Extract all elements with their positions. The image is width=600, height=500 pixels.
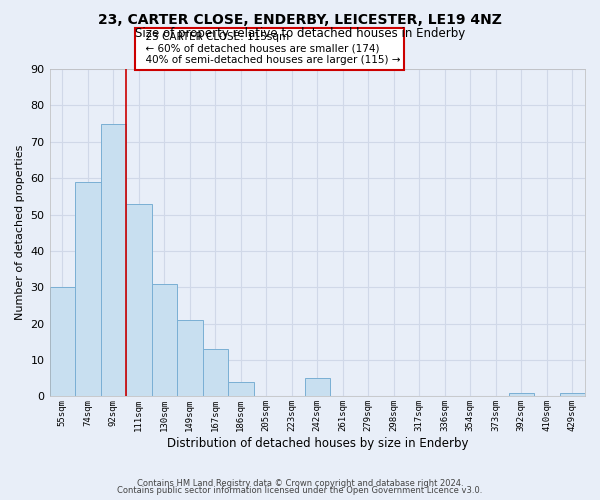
- Bar: [177, 320, 203, 396]
- Text: 23, CARTER CLOSE, ENDERBY, LEICESTER, LE19 4NZ: 23, CARTER CLOSE, ENDERBY, LEICESTER, LE…: [98, 12, 502, 26]
- Bar: [126, 204, 152, 396]
- Text: Contains HM Land Registry data © Crown copyright and database right 2024.: Contains HM Land Registry data © Crown c…: [137, 478, 463, 488]
- Text: 23 CARTER CLOSE: 115sqm
  ← 60% of detached houses are smaller (174)
  40% of se: 23 CARTER CLOSE: 115sqm ← 60% of detache…: [139, 32, 400, 66]
- Bar: [560, 393, 585, 396]
- Bar: [305, 378, 330, 396]
- Bar: [101, 124, 126, 396]
- Y-axis label: Number of detached properties: Number of detached properties: [15, 145, 25, 320]
- X-axis label: Distribution of detached houses by size in Enderby: Distribution of detached houses by size …: [167, 437, 468, 450]
- Text: Contains public sector information licensed under the Open Government Licence v3: Contains public sector information licen…: [118, 486, 482, 495]
- Bar: [203, 349, 228, 397]
- Text: Size of property relative to detached houses in Enderby: Size of property relative to detached ho…: [135, 28, 465, 40]
- Bar: [75, 182, 101, 396]
- Bar: [152, 284, 177, 397]
- Bar: [50, 288, 75, 397]
- Bar: [228, 382, 254, 396]
- Bar: [509, 393, 534, 396]
